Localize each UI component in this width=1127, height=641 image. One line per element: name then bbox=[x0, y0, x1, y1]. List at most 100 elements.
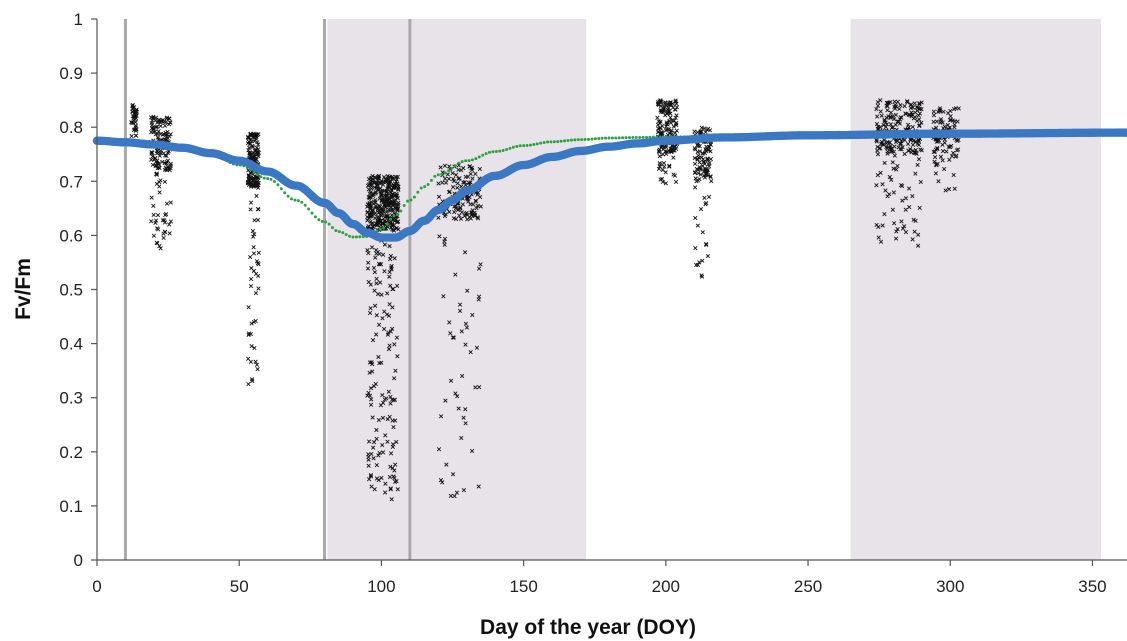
obs-point bbox=[916, 113, 921, 118]
obs-point bbox=[380, 450, 386, 455]
obs-point bbox=[253, 156, 258, 161]
obs-point bbox=[695, 142, 700, 148]
obs-point bbox=[256, 286, 261, 291]
obs-point bbox=[386, 201, 391, 206]
obs-point bbox=[374, 476, 380, 481]
series-green-point bbox=[518, 144, 522, 148]
obs-point bbox=[708, 142, 713, 147]
obs-point bbox=[370, 369, 375, 374]
series-green-point bbox=[279, 187, 283, 191]
obs-point bbox=[463, 421, 468, 426]
obs-point bbox=[875, 114, 880, 119]
obs-point bbox=[442, 163, 448, 168]
obs-point bbox=[389, 194, 394, 199]
obs-point bbox=[890, 114, 895, 119]
obs-point bbox=[383, 433, 388, 438]
obs-point bbox=[464, 325, 470, 330]
obs-point bbox=[947, 157, 952, 162]
series-green-point bbox=[341, 231, 345, 235]
series-green-point bbox=[525, 143, 529, 147]
obs-point bbox=[366, 463, 371, 468]
obs-point bbox=[662, 164, 667, 169]
series-green-point bbox=[358, 235, 362, 239]
obs-point bbox=[462, 213, 467, 219]
obs-point bbox=[157, 244, 162, 249]
obs-point bbox=[442, 176, 448, 181]
obs-point bbox=[900, 226, 906, 231]
obs-point bbox=[380, 252, 386, 257]
obs-point bbox=[880, 182, 885, 187]
obs-point bbox=[916, 139, 921, 144]
obs-point bbox=[459, 329, 464, 334]
obs-point bbox=[371, 456, 376, 461]
obs-point bbox=[656, 166, 662, 171]
obs-point bbox=[370, 224, 376, 229]
obs-point bbox=[382, 188, 387, 194]
obs-point bbox=[442, 213, 448, 219]
obs-point bbox=[938, 120, 943, 125]
obs-point bbox=[900, 145, 905, 150]
obs-point bbox=[253, 359, 258, 364]
obs-point bbox=[376, 322, 382, 327]
y-tick-label: 0 bbox=[74, 551, 83, 570]
obs-point bbox=[379, 222, 384, 228]
series-green-point bbox=[382, 226, 386, 230]
obs-point bbox=[885, 108, 890, 113]
obs-point bbox=[133, 125, 138, 130]
obs-point bbox=[250, 182, 255, 187]
y-tick-label: 0.8 bbox=[59, 118, 83, 137]
obs-point bbox=[395, 487, 400, 492]
obs-point bbox=[155, 131, 160, 136]
obs-point bbox=[154, 171, 159, 177]
obs-point bbox=[375, 220, 380, 225]
obs-point bbox=[162, 220, 168, 225]
obs-point bbox=[478, 262, 483, 267]
obs-point bbox=[693, 176, 698, 181]
obs-point bbox=[456, 406, 461, 411]
obs-point bbox=[933, 171, 938, 176]
obs-point bbox=[931, 113, 937, 118]
obs-point bbox=[472, 213, 478, 219]
obs-point bbox=[658, 177, 663, 182]
obs-point bbox=[935, 161, 940, 167]
obs-point bbox=[699, 274, 705, 279]
obs-point bbox=[388, 190, 393, 195]
obs-point bbox=[883, 124, 888, 129]
series-green-point bbox=[508, 146, 512, 150]
obs-point bbox=[462, 250, 468, 255]
obs-point bbox=[250, 228, 255, 234]
obs-point bbox=[246, 173, 251, 179]
obs-point bbox=[451, 335, 456, 340]
series-green-point bbox=[426, 183, 430, 187]
obs-point bbox=[919, 120, 924, 125]
obs-point bbox=[129, 120, 134, 125]
obs-point bbox=[395, 206, 401, 211]
obs-point bbox=[376, 354, 381, 360]
series-green-point bbox=[293, 198, 297, 202]
obs-point bbox=[916, 117, 922, 122]
obs-point bbox=[247, 145, 252, 150]
obs-point bbox=[874, 183, 879, 188]
obs-point bbox=[248, 207, 253, 212]
obs-point bbox=[167, 222, 172, 227]
obs-point bbox=[909, 114, 914, 119]
obs-point bbox=[390, 418, 395, 423]
obs-point bbox=[944, 149, 949, 154]
obs-point bbox=[390, 200, 396, 206]
obs-point bbox=[663, 149, 668, 154]
obs-point bbox=[477, 194, 483, 200]
obs-point bbox=[386, 313, 392, 318]
obs-point bbox=[248, 151, 253, 156]
obs-point bbox=[162, 179, 168, 184]
obs-point bbox=[474, 206, 479, 211]
obs-point bbox=[368, 183, 373, 188]
obs-point bbox=[704, 172, 709, 177]
obs-point bbox=[673, 99, 678, 104]
obs-point bbox=[380, 442, 385, 448]
x-tick-label: 300 bbox=[936, 577, 964, 596]
obs-point bbox=[366, 477, 372, 482]
y-axis-title: Fv/Fm bbox=[12, 258, 35, 320]
obs-point bbox=[387, 274, 392, 279]
obs-point bbox=[451, 176, 456, 182]
obs-point bbox=[657, 154, 662, 159]
